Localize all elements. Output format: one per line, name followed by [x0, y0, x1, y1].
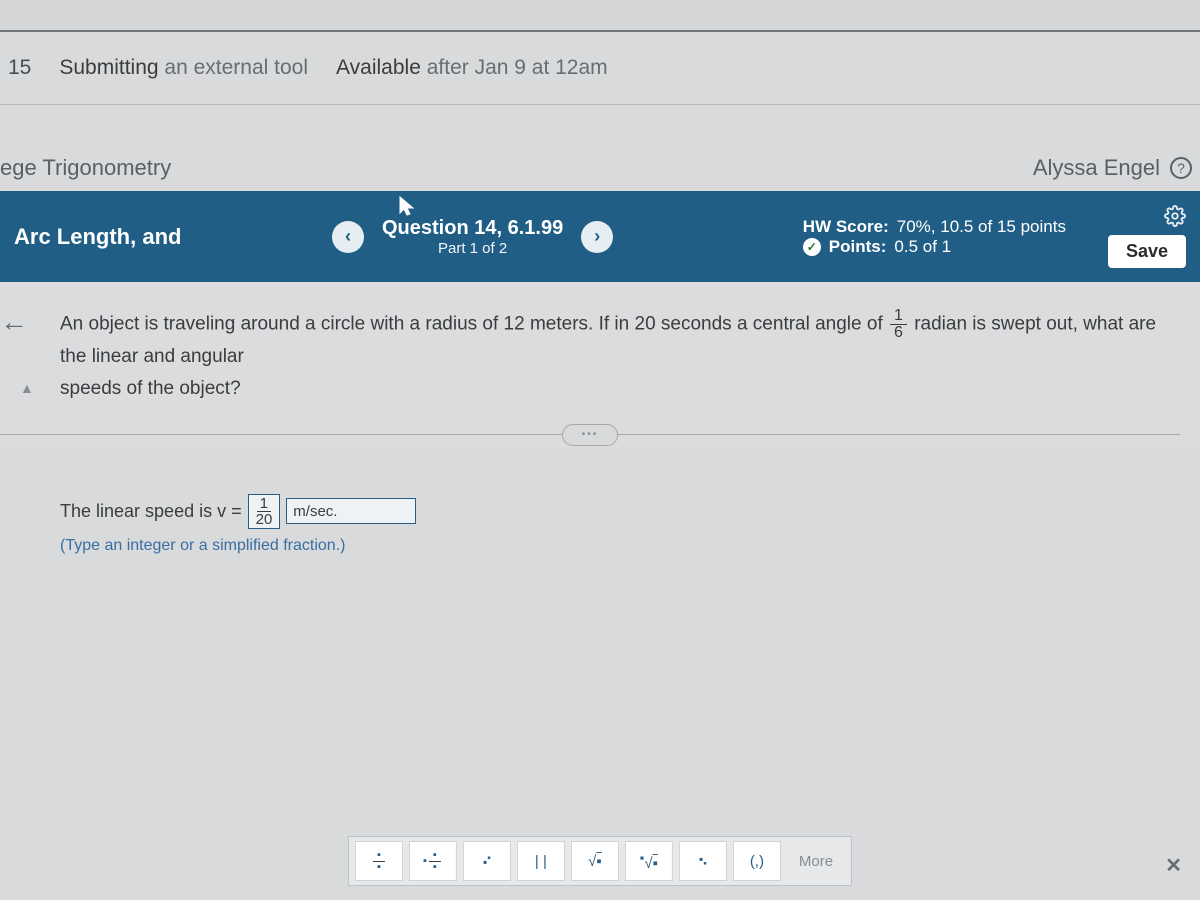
palette-mixed-fraction-button[interactable]: ▪▪▪: [409, 841, 457, 881]
question-number: Question 14, 6.1.99: [382, 217, 563, 240]
assignment-meta-row: 15 Submitting an external tool Available…: [0, 32, 1200, 105]
next-question-button[interactable]: ›: [581, 221, 613, 253]
answer-area: The linear speed is v = 1 20 (Type an in…: [0, 448, 1200, 575]
question-area: ← ▲ An object is traveling around a circ…: [0, 282, 1200, 448]
math-palette: ▪▪ ▪▪▪ ▪▪ | | √▪ ▪√▪ ▪▪ (,) More: [348, 836, 852, 886]
expand-pill-button[interactable]: •••: [562, 424, 618, 446]
hw-score-label: HW Score:: [803, 217, 889, 237]
palette-more-button[interactable]: More: [787, 841, 845, 881]
question-header-bar: Arc Length, and ‹ Question 14, 6.1.99 Pa…: [0, 191, 1200, 282]
answer-prefix: The linear speed is v =: [60, 501, 242, 522]
available-value: after Jan 9 at 12am: [427, 56, 608, 79]
submitting-label: Submitting: [59, 56, 158, 79]
prev-question-button[interactable]: ‹: [332, 221, 364, 253]
section-title: Arc Length, and: [14, 224, 314, 250]
hw-score-value: 70%, 10.5 of 15 points: [897, 217, 1066, 237]
question-part: Part 1 of 2: [382, 240, 563, 257]
question-fraction: 16: [890, 308, 907, 341]
window-top-cutoff: [0, 0, 1200, 32]
question-text: An object is traveling around a circle w…: [60, 308, 1180, 406]
palette-abs-button[interactable]: | |: [517, 841, 565, 881]
answer-unit-input[interactable]: [286, 498, 416, 524]
cursor-icon: [398, 195, 416, 217]
score-block: HW Score: 70%, 10.5 of 15 points ✓ Point…: [803, 217, 1066, 257]
points-label: Points:: [829, 237, 887, 257]
palette-sqrt-button[interactable]: √▪: [571, 841, 619, 881]
palette-fraction-button[interactable]: ▪▪: [355, 841, 403, 881]
course-name: ege Trigonometry: [0, 155, 171, 181]
close-button[interactable]: ✕: [1165, 853, 1182, 878]
expand-divider: •••: [0, 424, 1180, 446]
back-arrow-button[interactable]: ←: [0, 306, 28, 338]
check-icon: ✓: [803, 238, 821, 256]
gear-icon[interactable]: [1164, 205, 1186, 227]
save-button[interactable]: Save: [1108, 235, 1186, 268]
question-indicator: Question 14, 6.1.99 Part 1 of 2: [382, 217, 563, 257]
answer-fraction-input[interactable]: 1 20: [248, 494, 281, 529]
user-name: Alyssa Engel: [1033, 155, 1160, 181]
points-value: 15: [0, 56, 31, 80]
submitting-value: an external tool: [164, 56, 308, 79]
palette-subscript-button[interactable]: ▪▪: [679, 841, 727, 881]
question-text-a: An object is traveling around a circle w…: [60, 314, 888, 335]
points-value-q: 0.5 of 1: [894, 237, 951, 257]
help-icon[interactable]: ?: [1170, 157, 1192, 179]
palette-nthroot-button[interactable]: ▪√▪: [625, 841, 673, 881]
answer-hint: (Type an integer or a simplified fractio…: [60, 537, 1180, 555]
available-label: Available: [336, 56, 421, 79]
question-text-c: speeds of the object?: [60, 378, 241, 399]
palette-coord-button[interactable]: (,): [733, 841, 781, 881]
scroll-up-caret[interactable]: ▲: [20, 380, 34, 396]
course-header: ege Trigonometry Alyssa Engel ?: [0, 105, 1200, 191]
palette-exponent-button[interactable]: ▪▪: [463, 841, 511, 881]
